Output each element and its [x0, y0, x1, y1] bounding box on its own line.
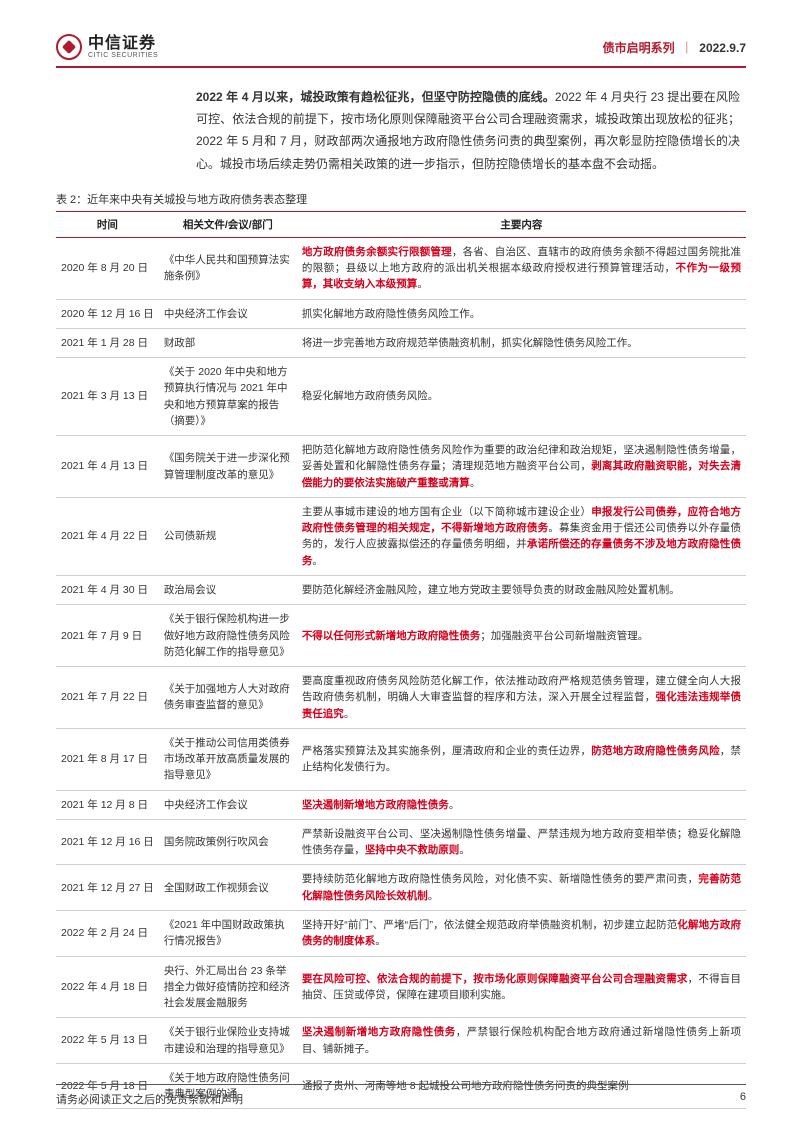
header-right: 债市启明系列 ｜ 2022.9.7 [603, 39, 746, 56]
table-row: 2021 年 12 月 27 日全国财政工作视频会议要持续防范化解地方政府隐性债… [56, 865, 746, 911]
cell-content: 坚决遏制新增地方政府隐性债务。 [297, 790, 746, 819]
logo: 中信证券 CITIC SECURITIES [56, 34, 158, 60]
table-row: 2021 年 4 月 30 日政治局会议要防范化解经济金融风险，建立地方党政主要… [56, 576, 746, 605]
table-row: 2021 年 8 月 17 日《关于推动公司信用类债券市场改革开放高质量发展的指… [56, 728, 746, 790]
disclaimer: 请务必阅读正文之后的免责条款和声明 [56, 1091, 243, 1107]
cell-doc: 财政部 [159, 328, 297, 357]
cell-doc: 《关于银行业保险业支持城市建设和治理的指导意见》 [159, 1018, 297, 1064]
cell-content: 严禁新设融资平台公司、坚决遏制隐性债务增量、严禁违规为地方政府变相举债；稳妥化解… [297, 819, 746, 865]
cell-date: 2022 年 2 月 24 日 [56, 910, 159, 956]
table-row: 2021 年 12 月 8 日中央经济工作会议坚决遏制新增地方政府隐性债务。 [56, 790, 746, 819]
series-title: 债市启明系列 [603, 41, 675, 55]
table-row: 2021 年 12 月 16 日国务院政策例行吹风会严禁新设融资平台公司、坚决遏… [56, 819, 746, 865]
cell-date: 2021 年 4 月 13 日 [56, 436, 159, 498]
page-footer: 请务必阅读正文之后的免责条款和声明 6 [56, 1084, 746, 1107]
table-row: 2020 年 12 月 16 日中央经济工作会议抓实化解地方政府隐性债务风险工作… [56, 299, 746, 328]
cell-doc: 《中华人民共和国预算法实施条例》 [159, 237, 297, 299]
cell-doc: 《国务院关于进一步深化预算管理制度改革的意见》 [159, 436, 297, 498]
col-doc: 相关文件/会议/部门 [159, 211, 297, 237]
cell-doc: 《关于 2020 年中央和地方预算执行情况与 2021 年中央和地方预算草案的报… [159, 358, 297, 436]
logo-icon [56, 34, 82, 60]
cell-content: 要高度重视政府债务风险防范化解工作，依法推动政府严格规范债务管理，建立健全向人大… [297, 667, 746, 729]
cell-content: 抓实化解地方政府隐性债务风险工作。 [297, 299, 746, 328]
cell-date: 2021 年 7 月 9 日 [56, 605, 159, 667]
cell-content: 坚持开好“前门”、严堵“后门”，依法健全规范政府举债融资机制，初步建立起防范化解… [297, 910, 746, 956]
cell-date: 2021 年 1 月 28 日 [56, 328, 159, 357]
header-date: 2022.9.7 [699, 41, 746, 55]
table-row: 2021 年 1 月 28 日财政部将进一步完善地方政府规范举债融资机制，抓实化… [56, 328, 746, 357]
table-row: 2022 年 4 月 18 日央行、外汇局出台 23 条举措全力做好疫情防控和经… [56, 956, 746, 1018]
table-row: 2021 年 4 月 22 日公司债新规主要从事城市建设的地方国有企业（以下简称… [56, 497, 746, 575]
cell-date: 2021 年 12 月 27 日 [56, 865, 159, 911]
cell-content: 将进一步完善地方政府规范举债融资机制，抓实化解隐性债务风险工作。 [297, 328, 746, 357]
cell-date: 2021 年 4 月 30 日 [56, 576, 159, 605]
cell-doc: 全国财政工作视频会议 [159, 865, 297, 911]
table-row: 2022 年 5 月 13 日《关于银行业保险业支持城市建设和治理的指导意见》坚… [56, 1018, 746, 1064]
logo-cn: 中信证券 [88, 36, 158, 52]
cell-date: 2020 年 8 月 20 日 [56, 237, 159, 299]
table-row: 2022 年 2 月 24 日《2021 年中国财政政策执行情况报告》坚持开好“… [56, 910, 746, 956]
cell-date: 2020 年 12 月 16 日 [56, 299, 159, 328]
cell-doc: 《2021 年中国财政政策执行情况报告》 [159, 910, 297, 956]
cell-date: 2021 年 3 月 13 日 [56, 358, 159, 436]
table-body: 2020 年 8 月 20 日《中华人民共和国预算法实施条例》地方政府债务余额实… [56, 237, 746, 1109]
cell-date: 2022 年 4 月 18 日 [56, 956, 159, 1018]
cell-content: 不得以任何形式新增地方政府隐性债务；加强融资平台公司新增融资管理。 [297, 605, 746, 667]
cell-content: 稳妥化解地方政府债务风险。 [297, 358, 746, 436]
table-row: 2021 年 4 月 13 日《国务院关于进一步深化预算管理制度改革的意见》把防… [56, 436, 746, 498]
col-date: 时间 [56, 211, 159, 237]
cell-doc: 政治局会议 [159, 576, 297, 605]
logo-en: CITIC SECURITIES [88, 52, 158, 59]
cell-content: 要持续防范化解地方政府隐性债务风险，对化债不实、新增隐性债务的要严肃问责，完善防… [297, 865, 746, 911]
lead-bold: 2022 年 4 月以来，城投政策有趋松征兆，但坚守防控隐债的底线。 [196, 90, 555, 104]
cell-date: 2021 年 12 月 8 日 [56, 790, 159, 819]
table-row: 2021 年 7 月 22 日《关于加强地方人大对政府债务审查监督的意见》要高度… [56, 667, 746, 729]
cell-content: 坚决遏制新增地方政府隐性债务，严禁银行保险机构配合地方政府通过新增隐性债务上新项… [297, 1018, 746, 1064]
cell-content: 要在风险可控、依法合规的前提下，按市场化原则保障融资平台公司合理融资需求，不得盲… [297, 956, 746, 1018]
cell-date: 2022 年 5 月 13 日 [56, 1018, 159, 1064]
cell-doc: 央行、外汇局出台 23 条举措全力做好疫情防控和经济社会发展金融服务 [159, 956, 297, 1018]
table-row: 2020 年 8 月 20 日《中华人民共和国预算法实施条例》地方政府债务余额实… [56, 237, 746, 299]
table-caption: 表 2：近年来中央有关城投与地方政府债务表态整理 [56, 191, 746, 207]
policy-table: 时间 相关文件/会议/部门 主要内容 2020 年 8 月 20 日《中华人民共… [56, 211, 746, 1110]
cell-date: 2021 年 12 月 16 日 [56, 819, 159, 865]
cell-content: 主要从事城市建设的地方国有企业（以下简称城市建设企业）申报发行公司债券，应符合地… [297, 497, 746, 575]
page-header: 中信证券 CITIC SECURITIES 债市启明系列 ｜ 2022.9.7 [56, 34, 746, 68]
page-number: 6 [740, 1091, 746, 1107]
header-separator: ｜ [681, 41, 693, 55]
table-row: 2021 年 3 月 13 日《关于 2020 年中央和地方预算执行情况与 20… [56, 358, 746, 436]
cell-date: 2021 年 8 月 17 日 [56, 728, 159, 790]
cell-doc: 公司债新规 [159, 497, 297, 575]
cell-doc: 中央经济工作会议 [159, 790, 297, 819]
cell-content: 地方政府债务余额实行限额管理，各省、自治区、直辖市的政府债务余额不得超过国务院批… [297, 237, 746, 299]
lead-paragraph: 2022 年 4 月以来，城投政策有趋松征兆，但坚守防控隐债的底线。2022 年… [196, 86, 740, 175]
table-row: 2021 年 7 月 9 日《关于银行保险机构进一步做好地方政府隐性债务风险防范… [56, 605, 746, 667]
cell-doc: 《关于推动公司信用类债券市场改革开放高质量发展的指导意见》 [159, 728, 297, 790]
cell-doc: 国务院政策例行吹风会 [159, 819, 297, 865]
cell-doc: 中央经济工作会议 [159, 299, 297, 328]
cell-content: 严格落实预算法及其实施条例，厘清政府和企业的责任边界，防范地方政府隐性债务风险，… [297, 728, 746, 790]
cell-content: 要防范化解经济金融风险，建立地方党政主要领导负责的财政金融风险处置机制。 [297, 576, 746, 605]
cell-doc: 《关于加强地方人大对政府债务审查监督的意见》 [159, 667, 297, 729]
cell-date: 2021 年 7 月 22 日 [56, 667, 159, 729]
cell-date: 2021 年 4 月 22 日 [56, 497, 159, 575]
cell-doc: 《关于银行保险机构进一步做好地方政府隐性债务风险防范化解工作的指导意见》 [159, 605, 297, 667]
col-content: 主要内容 [297, 211, 746, 237]
cell-content: 把防范化解地方政府隐性债务风险作为重要的政治纪律和政治规矩，坚决遏制隐性债务增量… [297, 436, 746, 498]
